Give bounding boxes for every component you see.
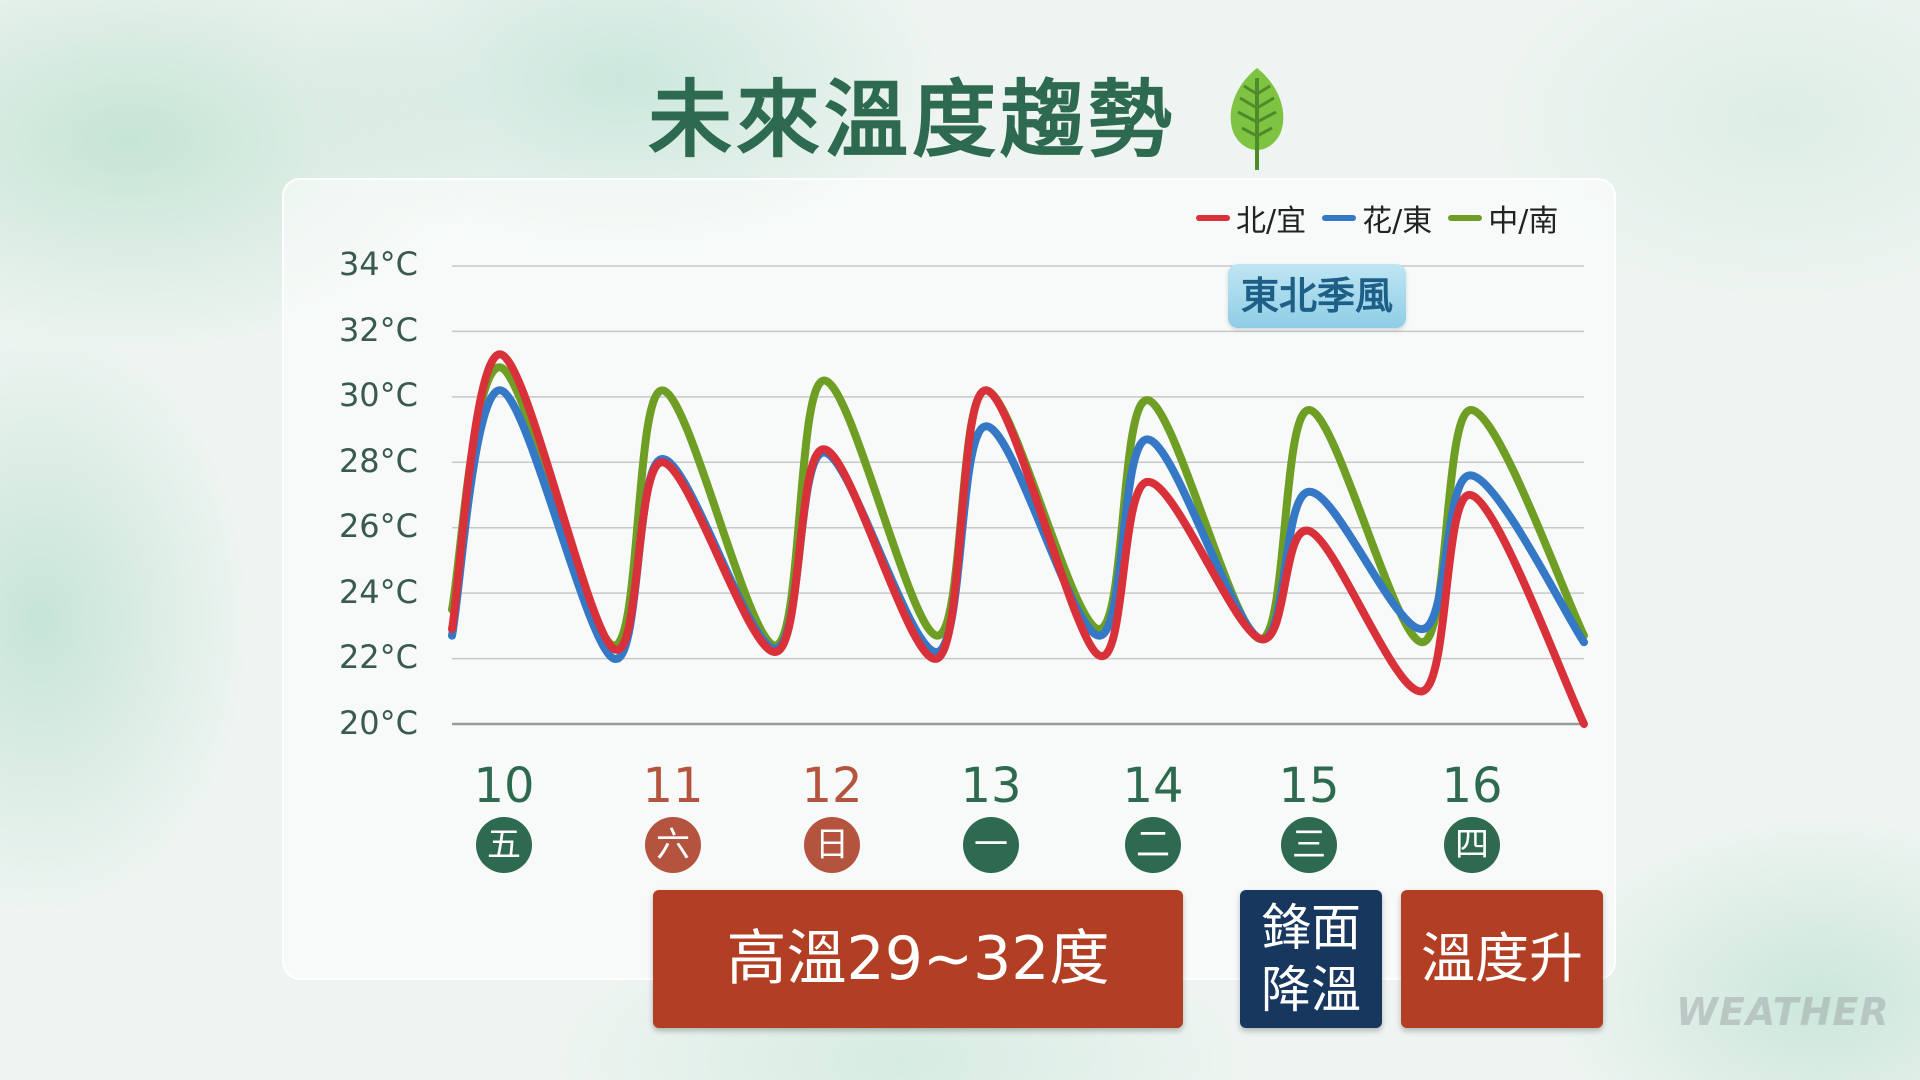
weekday-badge: 三 <box>1281 817 1337 873</box>
weekday-badge: 日 <box>804 817 860 873</box>
y-tick-label: 24°C <box>338 573 418 611</box>
legend-item-south: 中/南 <box>1448 196 1558 240</box>
day-date: 13 <box>960 758 1022 814</box>
legend-swatch-south <box>1448 215 1483 221</box>
y-tick-label: 20°C <box>338 704 418 742</box>
day-date: 12 <box>801 758 863 814</box>
legend: 北/宜 花/東 中/南 <box>1196 196 1558 240</box>
page-title: 未來溫度趨勢 <box>648 71 1177 169</box>
legend-swatch-north <box>1196 215 1230 221</box>
y-tick-label: 28°C <box>338 442 418 480</box>
y-tick-label: 32°C <box>338 311 418 349</box>
weekday-badge: 五 <box>476 817 532 873</box>
temp-rise-box: 溫度升 <box>1401 890 1603 1028</box>
legend-label-east: 花/東 <box>1362 204 1433 239</box>
legend-label-north: 北/宜 <box>1236 204 1307 239</box>
weekday-badge: 六 <box>645 817 701 873</box>
y-tick-label: 34°C <box>338 245 418 283</box>
monsoon-badge: 東北季風 <box>1228 264 1406 328</box>
weekday-badge: 四 <box>1444 817 1500 873</box>
weekday-badge: 二 <box>1125 817 1181 873</box>
day-date: 11 <box>642 758 704 814</box>
y-tick-label: 22°C <box>338 638 418 676</box>
legend-item-east: 花/東 <box>1322 196 1432 240</box>
series-line-east <box>448 386 1588 663</box>
legend-swatch-east <box>1322 215 1357 221</box>
series-line-south <box>448 363 1588 650</box>
day-date: 16 <box>1441 758 1503 814</box>
front-cooling-line2: 降溫 <box>1261 961 1361 1019</box>
y-tick-label: 30°C <box>338 376 418 414</box>
y-tick-label: 26°C <box>338 507 418 545</box>
legend-label-south: 中/南 <box>1488 204 1559 239</box>
day-date: 15 <box>1278 758 1340 814</box>
legend-item-north: 北/宜 <box>1196 196 1306 240</box>
watermark-logo: WEATHER <box>1676 990 1890 1034</box>
weekday-badge: 一 <box>963 817 1019 873</box>
front-cooling-line1: 鋒面 <box>1261 899 1361 957</box>
series-line-north <box>448 350 1588 728</box>
day-date: 14 <box>1122 758 1184 814</box>
leaf-icon <box>1230 68 1284 170</box>
front-cooling-box: 鋒面 降溫 <box>1240 890 1382 1028</box>
day-date: 10 <box>473 758 535 814</box>
high-temp-box: 高溫29~32度 <box>653 890 1183 1028</box>
